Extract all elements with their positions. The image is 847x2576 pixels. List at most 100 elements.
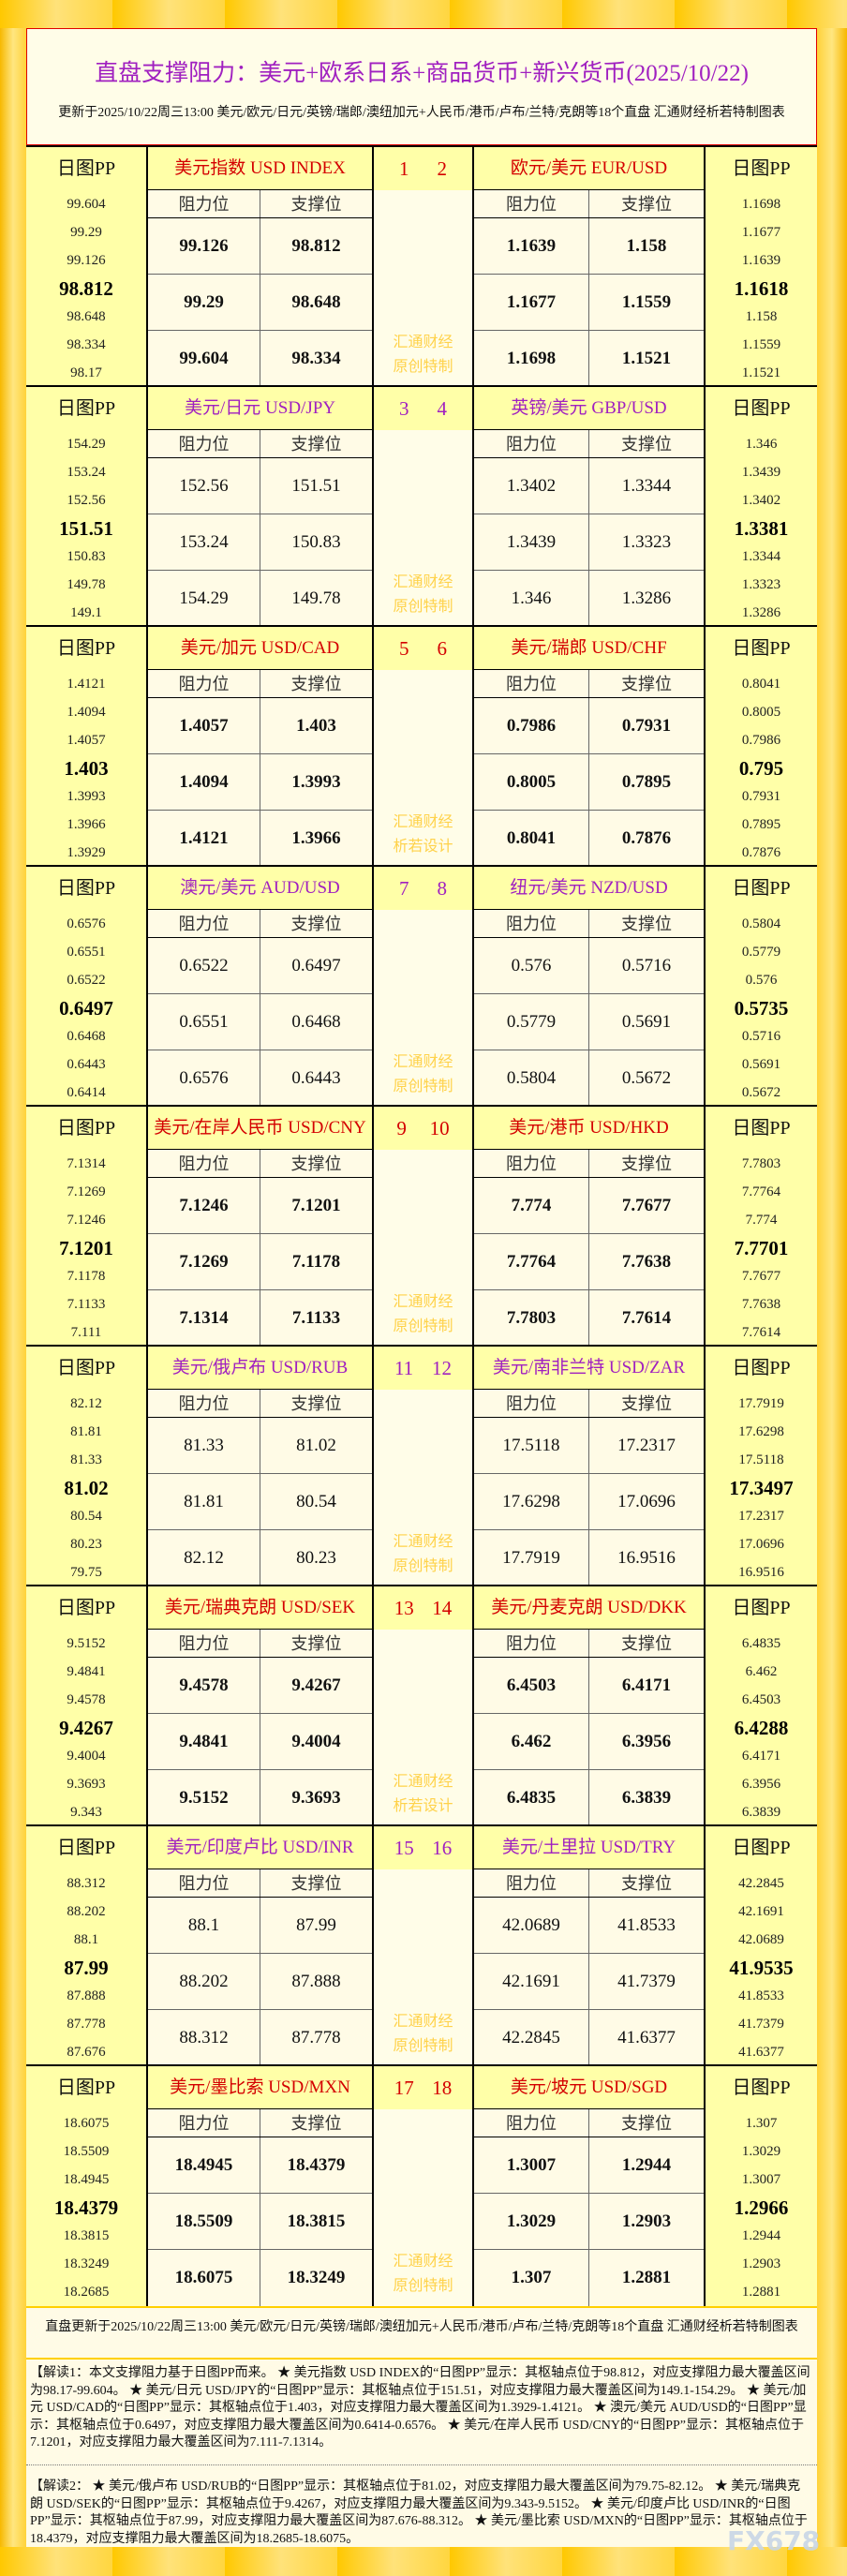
support-label: 支撑位 xyxy=(260,430,372,457)
support-label: 支撑位 xyxy=(260,2109,372,2137)
pp-level: 1.1521 xyxy=(741,365,781,380)
pp-level: 7.111 xyxy=(70,1325,102,1340)
support-value: 9.3693 xyxy=(260,1770,372,1826)
pp-level: 82.12 xyxy=(70,1396,102,1411)
page-title: 直盘支撑阻力：美元+欧系日系+商品货币+新兴货币(2025/10/22) xyxy=(95,61,749,86)
watermark-line: 汇通财经 xyxy=(393,1054,453,1070)
support-label: 支撑位 xyxy=(260,1630,372,1657)
resistance-value: 9.4578 xyxy=(179,1675,229,1695)
resistance-value: 42.2845 xyxy=(502,2028,560,2047)
level-row: 153.24 150.83 xyxy=(148,514,372,571)
support-value: 7.7614 xyxy=(588,1290,704,1347)
resistance-value: 0.6551 xyxy=(179,1012,229,1032)
pp-level: 80.23 xyxy=(70,1537,102,1552)
resistance-value: 7.7764 xyxy=(506,1252,557,1272)
resistance-value: 1.1698 xyxy=(506,349,557,368)
level-row: 1.3402 1.3344 xyxy=(474,458,704,514)
pair-right: 美元/土里拉 USD/TRY 阻力位 支撑位 42.0689 41.8533 42.169… xyxy=(472,1826,706,2066)
pair-name: 美元/在岸人民币 USD/CNY xyxy=(148,1107,372,1150)
support-value: 16.9516 xyxy=(588,1530,704,1586)
support-value: 87.778 xyxy=(260,2010,372,2066)
support-value: 17.0696 xyxy=(588,1474,704,1529)
pp-level: 6.4503 xyxy=(741,1692,781,1707)
pair-left: 美元指数 USD INDEX 阻力位 支撑位 99.126 98.812 99.29 98.… xyxy=(146,147,374,387)
watermark-line: 原创特制 xyxy=(393,359,453,375)
level-header: 阻力位 支撑位 xyxy=(148,670,372,698)
resistance-value: 88.1 xyxy=(187,1915,220,1935)
level-row: 7.1246 7.1201 xyxy=(148,1178,372,1234)
resistance-value: 154.29 xyxy=(179,588,229,608)
pp-level: 153.24 xyxy=(67,465,106,480)
resistance-label: 阻力位 xyxy=(178,195,230,214)
pp-level: 79.75 xyxy=(70,1565,102,1580)
support-value: 81.02 xyxy=(260,1418,372,1473)
support-value: 151.51 xyxy=(260,458,372,514)
level-row: 9.5152 9.3693 xyxy=(148,1770,372,1826)
pp-level: 17.2317 xyxy=(738,1509,784,1524)
support-value: 1.158 xyxy=(588,218,704,274)
level-row: 88.202 87.888 xyxy=(148,1954,372,2010)
pair-name: 欧元/美元 EUR/USD xyxy=(474,147,704,190)
interpretation-2: 【解读2： ★ 美元/俄卢布 USD/RUB的“日图PP”显示：其枢轴点位于81… xyxy=(26,2465,817,2547)
pair-block: 日图PP 82.12 81.81 81.33 81.02 80.54 80.23 79.75 美… xyxy=(26,1345,817,1586)
pair-name: 澳元/美元 AUD/USD xyxy=(148,867,372,910)
level-row: 17.7919 16.9516 xyxy=(474,1530,704,1586)
pp-level: 1.3929 xyxy=(67,845,106,860)
resistance-value: 81.33 xyxy=(184,1436,224,1455)
pp-level: 7.7764 xyxy=(741,1184,781,1199)
pair-number: 3 xyxy=(399,397,409,420)
pp-level: 6.462 xyxy=(745,1664,778,1679)
pp-level: 9.343 xyxy=(70,1805,102,1820)
watermark-line: 原创特制 xyxy=(393,1079,453,1094)
pp-level: 1.1698 xyxy=(741,197,781,212)
watermark-line: 汇通财经 xyxy=(393,335,453,350)
pp-level: 41.8533 xyxy=(738,1988,784,2003)
level-row: 7.1269 7.1178 xyxy=(148,1234,372,1290)
resistance-value: 17.5118 xyxy=(502,1436,560,1455)
pair-number: 1 xyxy=(399,157,409,180)
level-row: 42.1691 41.7379 xyxy=(474,1954,704,2010)
watermark-line: 原创特制 xyxy=(393,1318,453,1334)
support-label: 支撑位 xyxy=(260,1150,372,1177)
level-row: 9.4841 9.4004 xyxy=(148,1714,372,1770)
resistance-value: 17.6298 xyxy=(502,1492,560,1511)
pair-number: 18 xyxy=(432,2077,453,2099)
resistance-label: 阻力位 xyxy=(178,1154,230,1173)
pivot-value: 17.3497 xyxy=(729,1477,794,1499)
resistance-value: 6.4835 xyxy=(506,1788,557,1808)
watermark: 汇通财经 原创特制 xyxy=(374,2250,472,2299)
resistance-value: 9.5152 xyxy=(179,1788,229,1808)
pair-left: 美元/瑞典克朗 USD/SEK 阻力位 支撑位 9.4578 9.4267 9.4841 9… xyxy=(146,1586,374,1826)
resistance-label: 阻力位 xyxy=(506,1394,557,1413)
pp-level: 1.3402 xyxy=(741,493,781,508)
pair-number: 17 xyxy=(394,2077,414,2099)
resistance-value: 1.307 xyxy=(511,2268,552,2287)
resistance-value: 82.12 xyxy=(184,1548,224,1568)
top-frame xyxy=(0,0,847,28)
pair-number: 15 xyxy=(394,1837,414,1859)
resistance-value: 0.576 xyxy=(511,956,552,975)
pp-level: 152.56 xyxy=(67,493,106,508)
pp-level: 0.6551 xyxy=(67,945,106,960)
level-header: 阻力位 支撑位 xyxy=(148,910,372,938)
level-row: 6.4503 6.4171 xyxy=(474,1658,704,1714)
pair-block: 日图PP 1.4121 1.4094 1.4057 1.403 1.3993 1.3966 1… xyxy=(26,625,817,867)
support-value: 0.5691 xyxy=(588,994,704,1050)
support-value: 1.403 xyxy=(260,698,372,753)
support-value: 1.1521 xyxy=(588,331,704,387)
support-value: 9.4004 xyxy=(260,1714,372,1769)
pp-level: 0.5691 xyxy=(741,1057,781,1072)
resistance-label: 阻力位 xyxy=(506,2114,557,2133)
pp-level: 0.7895 xyxy=(741,817,781,832)
pp-level: 7.1314 xyxy=(67,1156,106,1171)
support-value: 6.3956 xyxy=(588,1714,704,1769)
resistance-value: 1.4121 xyxy=(179,828,229,848)
support-value: 1.3323 xyxy=(588,514,704,570)
pp-level: 0.8041 xyxy=(741,677,781,692)
resistance-value: 18.6075 xyxy=(174,2268,233,2287)
pp-header: 日图PP xyxy=(56,2077,116,2098)
pp-level: 42.2845 xyxy=(738,1876,784,1891)
resistance-value: 7.1269 xyxy=(179,1252,229,1272)
pp-column-left: 日图PP 7.1314 7.1269 7.1246 7.1201 7.1178 7.1133… xyxy=(26,1107,146,1347)
pp-level: 149.78 xyxy=(67,577,106,592)
